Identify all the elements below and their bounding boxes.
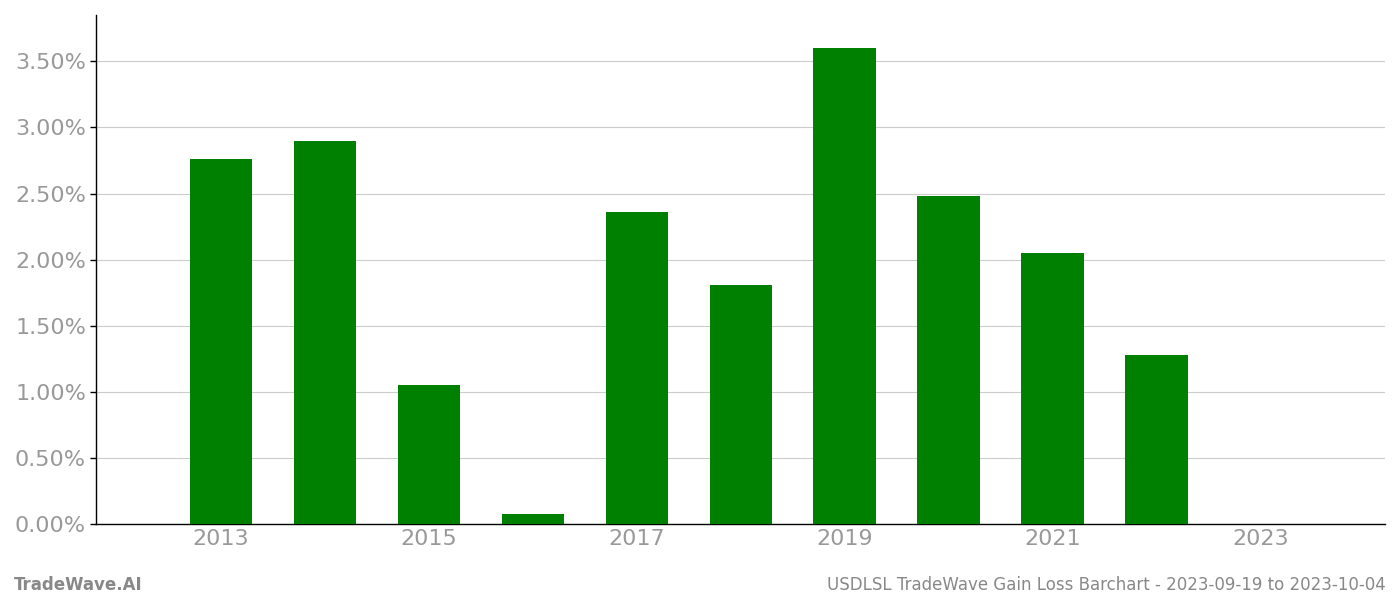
Bar [1021,253,1084,524]
Bar [398,385,461,524]
Text: TradeWave.AI: TradeWave.AI [14,576,143,594]
Bar [190,159,252,524]
Bar [1126,355,1187,524]
Bar [813,48,876,524]
Text: USDLSL TradeWave Gain Loss Barchart - 2023-09-19 to 2023-10-04: USDLSL TradeWave Gain Loss Barchart - 20… [827,576,1386,594]
Bar [606,212,668,524]
Bar [501,514,564,524]
Bar [294,140,356,524]
Bar [710,285,771,524]
Bar [917,196,980,524]
